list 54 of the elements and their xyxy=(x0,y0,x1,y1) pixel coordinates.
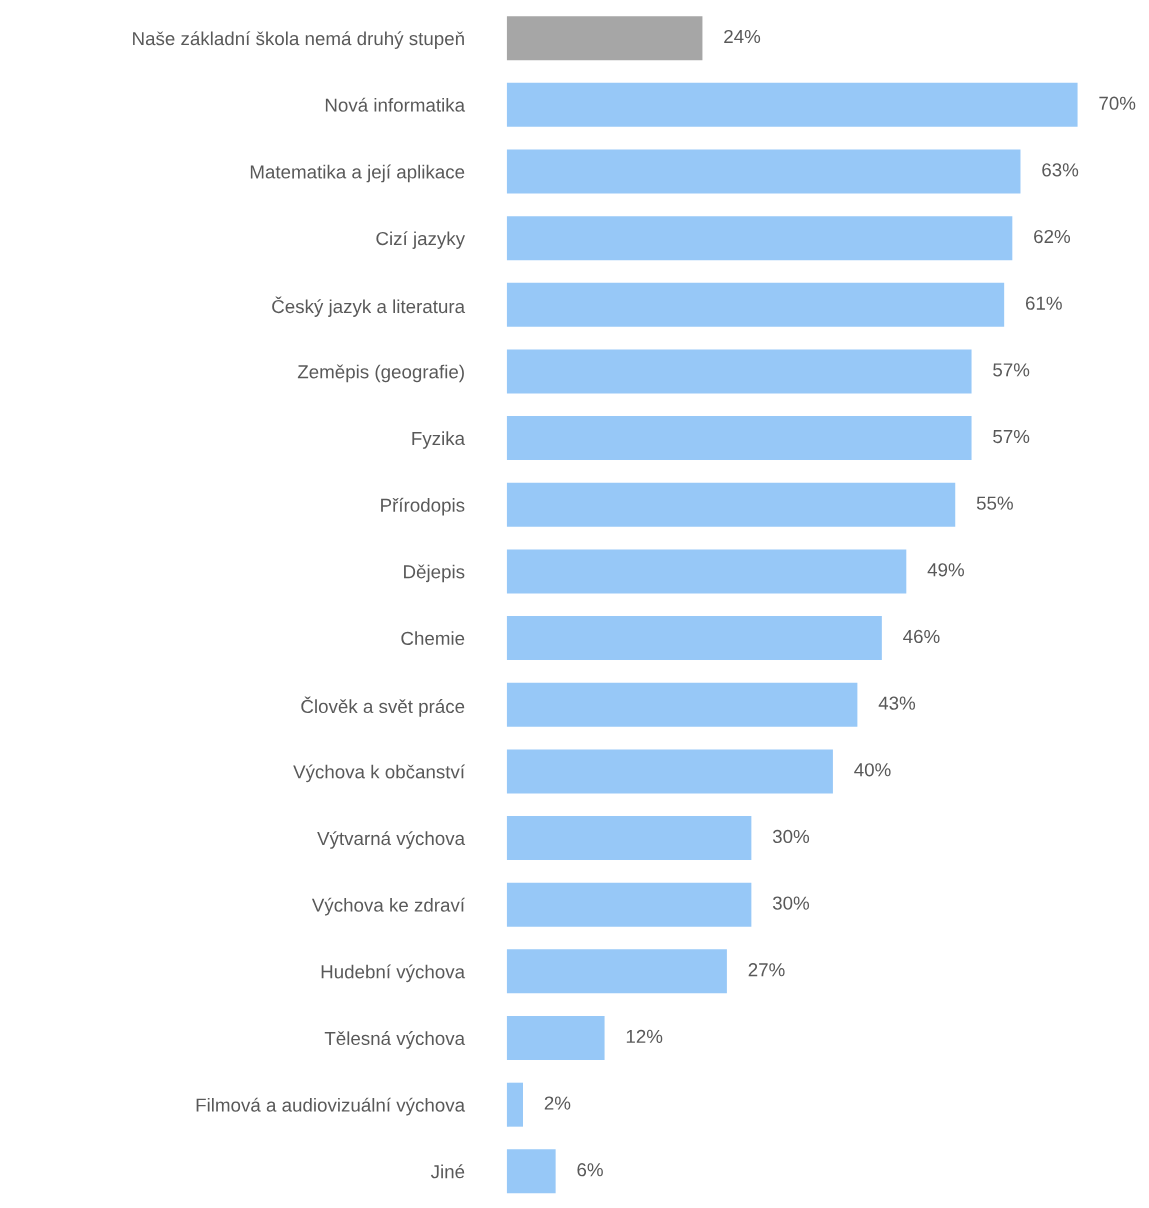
data-label: 57% xyxy=(993,363,1030,377)
bar xyxy=(506,216,1013,261)
y-tick-label: Člověk a svět práce xyxy=(301,696,465,717)
data-label: 24% xyxy=(724,29,761,44)
y-tick-label: Chemie xyxy=(401,631,465,646)
y-tick-label: Výtvarná výchova xyxy=(317,831,466,849)
bar xyxy=(506,16,703,61)
y-tick-label: Cizí jazyky xyxy=(376,231,466,249)
y-tick-label: Dějepis xyxy=(404,564,465,583)
y-tick-label: Výchova ke zdraví xyxy=(311,897,465,916)
bar xyxy=(506,682,858,727)
y-tick-label: Český jazyk a literatura xyxy=(272,296,466,317)
data-label: 70% xyxy=(1099,96,1136,110)
data-label: 30% xyxy=(772,829,810,844)
y-tick-label: Hudební výchova xyxy=(321,964,466,983)
data-label: 63% xyxy=(1042,163,1079,177)
y-tick-label: Fyzika xyxy=(412,431,466,449)
bar xyxy=(506,149,1021,194)
data-label: 57% xyxy=(993,429,1030,444)
bar xyxy=(506,882,752,927)
data-label: 6% xyxy=(577,1163,603,1177)
data-label: 49% xyxy=(927,563,965,577)
data-label: 55% xyxy=(976,496,1013,510)
data-label: 43% xyxy=(878,696,916,710)
data-label: 2% xyxy=(544,1096,571,1110)
y-tick-label: Jiné xyxy=(430,1164,465,1179)
y-tick-label: Matematika a její aplikace xyxy=(250,164,465,183)
bar xyxy=(506,949,727,994)
data-label: 40% xyxy=(854,763,891,777)
data-label: 62% xyxy=(1034,229,1071,244)
y-tick-label: Zeměpis (geografie) xyxy=(297,364,464,383)
bar xyxy=(506,282,1005,327)
data-label: 46% xyxy=(903,629,940,644)
bar xyxy=(506,82,1078,127)
y-tick-label: Tělesná výchova xyxy=(324,1031,466,1049)
y-tick-label: Výchova k občanství xyxy=(293,764,465,783)
bar xyxy=(506,1149,556,1194)
y-tick-label: Přírodopis xyxy=(381,497,465,516)
bar xyxy=(506,816,752,861)
bar xyxy=(506,416,972,461)
bar xyxy=(506,1016,605,1061)
bar xyxy=(506,1082,524,1127)
bar xyxy=(506,616,882,661)
y-tick-label: Nová informatika xyxy=(325,97,466,112)
data-label: 61% xyxy=(1025,296,1062,310)
bar xyxy=(506,749,833,794)
y-tick-label: Filmová a audiovizuální výchova xyxy=(196,1097,466,1116)
bar xyxy=(506,349,972,394)
data-label: 12% xyxy=(626,1029,663,1043)
bar xyxy=(506,549,907,594)
bar xyxy=(506,482,956,527)
data-label: 30% xyxy=(772,896,810,910)
y-tick-label: Naše základní škola nemá druhý stupeň xyxy=(133,31,464,49)
data-label: 27% xyxy=(748,963,785,977)
